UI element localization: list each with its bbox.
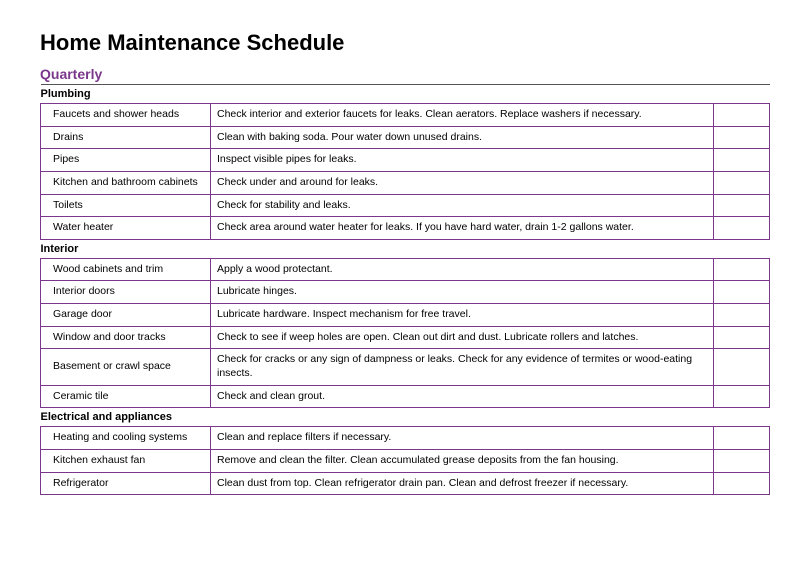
item-cell: Basement or crawl space [41,349,211,385]
item-cell: Heating and cooling systems [41,427,211,450]
table-row: Basement or crawl spaceCheck for cracks … [41,349,770,385]
check-cell[interactable] [714,126,770,149]
item-cell: Interior doors [41,281,211,304]
description-cell: Check to see if weep holes are open. Cle… [211,326,714,349]
table-row: Ceramic tileCheck and clean grout. [41,385,770,408]
table-row: Heating and cooling systemsClean and rep… [41,427,770,450]
check-cell[interactable] [714,349,770,385]
table-row: Water heaterCheck area around water heat… [41,217,770,240]
check-cell[interactable] [714,171,770,194]
item-cell: Window and door tracks [41,326,211,349]
description-cell: Lubricate hinges. [211,281,714,304]
item-cell: Kitchen exhaust fan [41,449,211,472]
description-cell: Clean with baking soda. Pour water down … [211,126,714,149]
table-row: Garage doorLubricate hardware. Inspect m… [41,304,770,327]
item-cell: Ceramic tile [41,385,211,408]
section-name: Plumbing [41,85,770,104]
check-cell[interactable] [714,472,770,495]
check-cell[interactable] [714,304,770,327]
description-cell: Clean dust from top. Clean refrigerator … [211,472,714,495]
check-cell[interactable] [714,281,770,304]
table-row: Kitchen and bathroom cabinetsCheck under… [41,171,770,194]
description-cell: Clean and replace filters if necessary. [211,427,714,450]
section-header: Interior [41,239,770,258]
page-subtitle: Quarterly [40,66,770,82]
item-cell: Kitchen and bathroom cabinets [41,171,211,194]
table-row: Interior doorsLubricate hinges. [41,281,770,304]
description-cell: Check interior and exterior faucets for … [211,104,714,127]
section-header: Plumbing [41,85,770,104]
description-cell: Inspect visible pipes for leaks. [211,149,714,172]
table-row: PipesInspect visible pipes for leaks. [41,149,770,172]
check-cell[interactable] [714,149,770,172]
check-cell[interactable] [714,385,770,408]
schedule-table: PlumbingFaucets and shower headsCheck in… [40,84,770,495]
section-header: Electrical and appliances [41,408,770,427]
section-name: Interior [41,239,770,258]
item-cell: Garage door [41,304,211,327]
check-cell[interactable] [714,258,770,281]
item-cell: Drains [41,126,211,149]
description-cell: Remove and clean the filter. Clean accum… [211,449,714,472]
check-cell[interactable] [714,427,770,450]
description-cell: Check area around water heater for leaks… [211,217,714,240]
section-name: Electrical and appliances [41,408,770,427]
description-cell: Check and clean grout. [211,385,714,408]
description-cell: Check for cracks or any sign of dampness… [211,349,714,385]
item-cell: Water heater [41,217,211,240]
description-cell: Apply a wood protectant. [211,258,714,281]
description-cell: Check for stability and leaks. [211,194,714,217]
page-title: Home Maintenance Schedule [40,30,770,56]
item-cell: Faucets and shower heads [41,104,211,127]
description-cell: Lubricate hardware. Inspect mechanism fo… [211,304,714,327]
table-row: ToiletsCheck for stability and leaks. [41,194,770,217]
check-cell[interactable] [714,194,770,217]
description-cell: Check under and around for leaks. [211,171,714,194]
check-cell[interactable] [714,449,770,472]
item-cell: Pipes [41,149,211,172]
table-row: Kitchen exhaust fanRemove and clean the … [41,449,770,472]
table-row: Window and door tracksCheck to see if we… [41,326,770,349]
item-cell: Refrigerator [41,472,211,495]
check-cell[interactable] [714,217,770,240]
item-cell: Wood cabinets and trim [41,258,211,281]
check-cell[interactable] [714,326,770,349]
table-row: DrainsClean with baking soda. Pour water… [41,126,770,149]
table-row: Faucets and shower headsCheck interior a… [41,104,770,127]
check-cell[interactable] [714,104,770,127]
table-row: Wood cabinets and trimApply a wood prote… [41,258,770,281]
table-row: RefrigeratorClean dust from top. Clean r… [41,472,770,495]
item-cell: Toilets [41,194,211,217]
